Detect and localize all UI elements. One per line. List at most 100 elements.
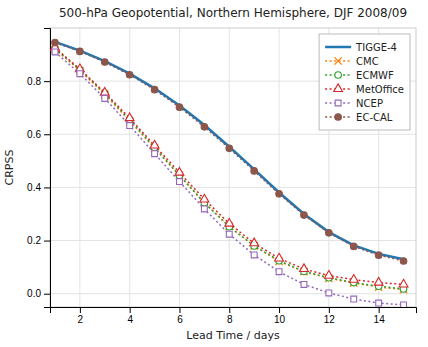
marker (175, 167, 184, 175)
marker (400, 258, 407, 265)
tick: 2 (78, 307, 84, 325)
legend-label: MetOffice (356, 84, 404, 95)
tick-mark (379, 307, 380, 313)
grid-line (279, 28, 280, 307)
grid-line (129, 28, 130, 307)
marker (374, 277, 383, 285)
marker (301, 281, 307, 287)
marker (102, 95, 108, 101)
marker (126, 71, 133, 78)
tick: 0.8 (27, 76, 50, 87)
tick-label: 0.4 (27, 182, 41, 193)
marker (127, 123, 133, 129)
tick: 0.6 (27, 129, 50, 140)
legend-label: NCEP (356, 98, 383, 109)
tick-label: 0.2 (27, 235, 41, 246)
marker (200, 194, 209, 202)
legend-marker (334, 84, 343, 92)
tick-mark (80, 307, 81, 313)
tick-label: 10 (274, 314, 286, 325)
marker (251, 252, 257, 258)
legend-swatch (325, 46, 351, 49)
tick-label: 2 (78, 314, 84, 325)
grid-line (50, 240, 416, 241)
y-axis-title: CRPSS (3, 150, 16, 186)
tick-mark (44, 134, 50, 135)
grid-line (50, 293, 416, 294)
tick: 8 (227, 307, 233, 325)
marker (275, 253, 284, 261)
tick: 6 (177, 307, 183, 325)
tick: 14 (374, 307, 386, 325)
tick-mark (44, 241, 50, 242)
marker (52, 39, 59, 46)
tick-mark (44, 187, 50, 188)
tick: 0.2 (27, 235, 50, 246)
marker (176, 104, 183, 111)
marker (301, 212, 308, 219)
tick-mark (179, 307, 180, 313)
tick-label: 4 (127, 314, 133, 325)
grid-line (229, 28, 230, 307)
legend-label: EC-CAL (356, 112, 393, 123)
tick-mark (44, 81, 50, 82)
grid (50, 28, 416, 307)
marker (201, 206, 207, 212)
legend-marker (335, 100, 341, 106)
marker (376, 300, 382, 306)
marker (251, 168, 258, 175)
marker (349, 275, 358, 283)
tick-label: 0.8 (27, 76, 41, 87)
marker (152, 151, 158, 157)
tick-mark (229, 307, 230, 313)
tick: 12 (324, 307, 336, 325)
tick-label: 0.0 (27, 288, 41, 299)
legend-marker (335, 114, 342, 121)
x-axis-title: Lead Time / days (186, 329, 280, 342)
marker (77, 71, 83, 77)
legend-marker (335, 72, 342, 79)
tick-mark (44, 294, 50, 295)
tick: 10 (274, 307, 286, 325)
tick-mark (329, 307, 330, 313)
marker (324, 271, 333, 279)
grid-line (50, 134, 416, 135)
marker (276, 269, 282, 275)
legend-label: TIGGE-4 (355, 42, 397, 53)
marker (226, 145, 233, 152)
marker (101, 59, 108, 66)
marker (125, 113, 134, 121)
legend-label: ECMWF (356, 70, 394, 81)
chart: 2 4 6 8 10 12 14 0.0 0.2 0.4 0.6 0.8 TIGGE-4 CMC ECMWF… (0, 0, 428, 347)
legend-frame (319, 34, 410, 130)
marker (77, 48, 84, 55)
legend-marker (334, 57, 341, 64)
marker (250, 238, 259, 246)
tick-mark (279, 307, 280, 313)
marker (177, 179, 183, 185)
legend-label: CMC (356, 56, 379, 67)
marker (401, 302, 407, 307)
tick: 4 (127, 307, 133, 325)
marker (399, 279, 408, 287)
grid-line (50, 187, 416, 188)
marker (52, 49, 58, 55)
marker (201, 124, 208, 131)
marker (276, 191, 283, 198)
plot: 2 4 6 8 10 12 14 0.0 0.2 0.4 0.6 0.8 TIGGE-4 CMC ECMWF… (27, 28, 416, 325)
marker (226, 231, 232, 237)
marker (300, 264, 309, 272)
tick: 0.4 (27, 182, 50, 193)
marker (350, 243, 357, 250)
title: 500-hPa Geopotential, Northern Hemispher… (59, 6, 407, 20)
plot-frame (50, 28, 416, 307)
tick: 0.0 (27, 288, 50, 299)
marker (326, 290, 332, 296)
y-axis: 0.0 0.2 0.4 0.6 0.8 (27, 29, 50, 308)
axis-line (44, 29, 51, 308)
tick-label: 8 (227, 314, 233, 325)
tick-label: 14 (374, 314, 386, 325)
legend: TIGGE-4 CMC ECMWF MetOffice NCEP EC-CAL (319, 34, 410, 130)
tick-label: 6 (177, 314, 183, 325)
tick-label: 12 (324, 314, 336, 325)
